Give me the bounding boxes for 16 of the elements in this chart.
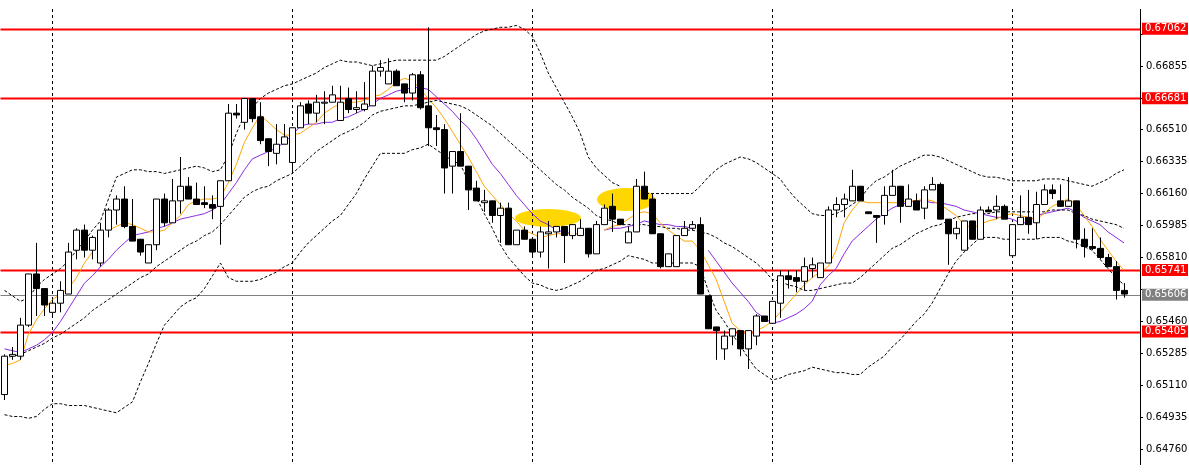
- y-tick-label: 0.66510: [1146, 123, 1188, 135]
- y-tick-label: 0.65110: [1146, 379, 1188, 391]
- y-tick-label: 0.64760: [1146, 442, 1188, 454]
- y-tick-label: 0.66855: [1146, 60, 1188, 72]
- y-tick-label: 0.66335: [1146, 155, 1188, 167]
- ref-line-label: 0.65405: [1145, 325, 1187, 337]
- y-tick-label: 0.65985: [1146, 219, 1188, 231]
- y-tick-label: 0.65460: [1146, 315, 1188, 327]
- ref-line-label: 0.65606: [1145, 288, 1187, 300]
- y-tick-label: 0.65285: [1146, 347, 1188, 359]
- y-tick-label: 0.66160: [1146, 187, 1188, 199]
- y-tick-label: 0.64935: [1146, 411, 1188, 422]
- ref-line-label: 0.66681: [1145, 91, 1187, 103]
- y-tick-label: 0.65810: [1146, 251, 1188, 263]
- ref-line-label: 0.65741: [1145, 263, 1187, 275]
- ref-line-label: 0.67062: [1145, 22, 1187, 34]
